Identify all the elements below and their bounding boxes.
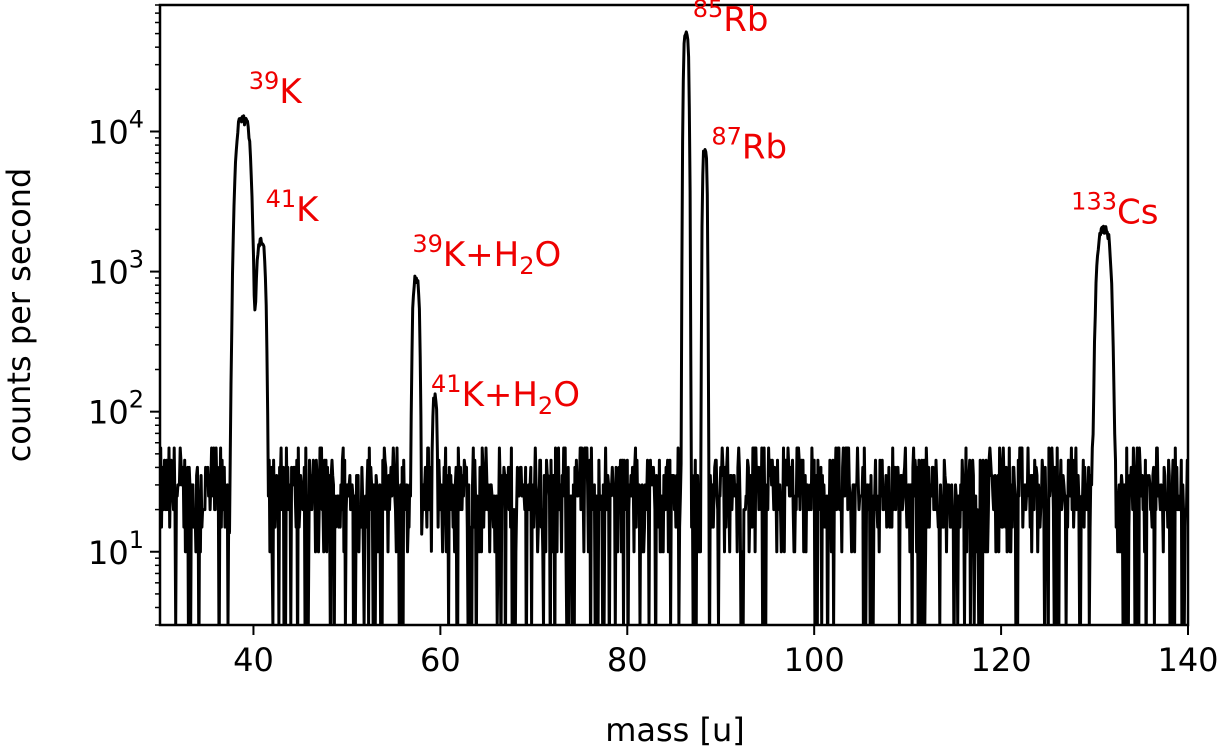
- ticks: 40 60 80 100 120 140 101 102 103 104: [88, 4, 1219, 679]
- peak-label: 85Rb: [693, 0, 769, 40]
- x-tick-label: 80: [607, 641, 648, 679]
- x-tick-label: 120: [971, 641, 1032, 679]
- axes: [158, 3, 1190, 627]
- x-tick-label: 140: [1157, 641, 1218, 679]
- x-tick-label: 40: [233, 641, 274, 679]
- peak-label: 39K+H2O: [412, 230, 561, 280]
- y-tick-label: 103: [88, 246, 144, 292]
- x-tick-label: 100: [784, 641, 845, 679]
- y-tick-label: 101: [88, 526, 144, 572]
- plot-frame: [158, 3, 1190, 627]
- y-tick-label: 102: [88, 386, 144, 432]
- peak-label: 87Rb: [711, 123, 787, 168]
- peak-label: 41K: [266, 185, 321, 230]
- peak-annotations: 39K 41K 39K+H2O 41K+H2O 85Rb 87Rb 133Cs: [249, 0, 1159, 420]
- x-tick-label: 60: [420, 641, 461, 679]
- x-axis-label: mass [u]: [605, 711, 745, 749]
- peak-label: 41K+H2O: [431, 370, 580, 420]
- peak-label: 39K: [249, 67, 304, 112]
- y-axis-label: counts per second: [0, 168, 38, 463]
- y-tick-label: 104: [88, 106, 144, 152]
- spectrum-line: [160, 30, 1188, 625]
- peak-label: 133Cs: [1071, 188, 1158, 233]
